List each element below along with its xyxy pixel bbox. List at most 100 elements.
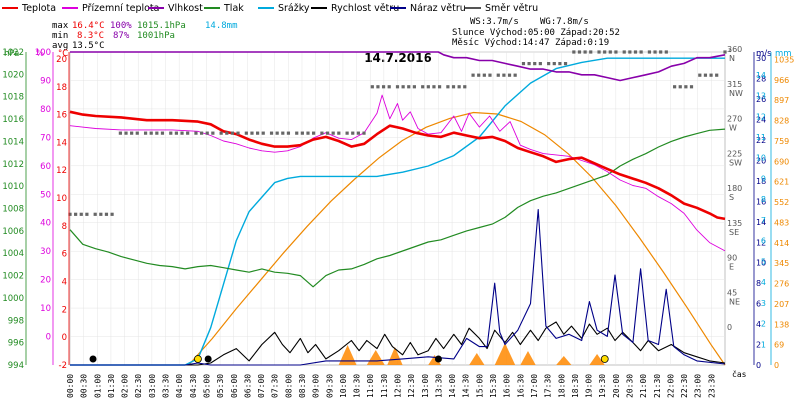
wind-dir-mark-7-3 — [261, 131, 265, 135]
legend-label-5: Rychlost větru — [331, 3, 399, 14]
wind-dir-mark-20-3 — [589, 50, 593, 54]
axis-pct-tick-4: 60 — [40, 162, 51, 172]
axis-hpa-tick-7: 1008 — [2, 205, 24, 215]
wind-dir-mark-21-3 — [614, 50, 618, 54]
time-tick-32: 16:00 — [503, 374, 512, 398]
legend: Teplota Přízemní teplota Vlhkost Tlak Srážky… — [2, 3, 538, 14]
chart-title: 14.7.2016 — [364, 51, 432, 65]
time-tick-39: 19:30 — [598, 374, 607, 398]
stats-sun: Slunce Východ:05:00 Západ:20:52 — [452, 28, 620, 38]
wind-dir-mark-22-3 — [639, 50, 643, 54]
axis-ms-tick-11: 8 — [756, 279, 761, 288]
time-tick-19: 09:30 — [325, 374, 334, 398]
axis-mm-tick-10: 4 — [761, 278, 766, 287]
solar-burst-8 — [589, 354, 605, 365]
wind-dir-mark-6-1 — [225, 131, 229, 135]
wind-dir-mark-5-1 — [199, 131, 204, 135]
wind-dir-mark-25-3 — [715, 73, 719, 77]
axis-mm-tick-11: 3 — [761, 299, 766, 308]
wind-dir-mark-5-3 — [211, 131, 215, 135]
axis-dir-label-6: E — [729, 263, 734, 272]
axis-ms-tick-10: 10 — [756, 259, 766, 268]
axis-pct-tick-0: 100 — [35, 48, 51, 58]
wind-dir-mark-24-0 — [673, 85, 677, 89]
axis-dir-tick-1: 315 — [727, 80, 742, 89]
wind-dir-mark-0-2 — [79, 212, 83, 216]
wind-dir-mark-23-3 — [664, 50, 668, 54]
time-tick-24: 12:00 — [394, 374, 403, 398]
series-wind-speed — [70, 321, 726, 366]
wind-dir-mark-9-0 — [295, 131, 299, 135]
wind-dir-mark-12-2 — [381, 85, 386, 89]
wind-dir-mark-22-2 — [633, 50, 638, 54]
axis-solar-tick-15: 0 — [774, 361, 779, 370]
axis-solar-tick-1: 966 — [774, 76, 789, 85]
axis-pct-tick-2: 80 — [40, 105, 51, 115]
axis-ms-unit: m/s — [756, 49, 772, 59]
wind-dir-mark-3-2 — [155, 131, 159, 135]
wind-dir-mark-0-1 — [74, 212, 78, 216]
axis-c-tick-1: 18 — [56, 83, 67, 93]
axis-solar-tick-11: 276 — [774, 280, 789, 289]
time-tick-15: 07:30 — [271, 374, 280, 398]
wind-dir-mark-22-0 — [622, 50, 626, 54]
axis-c-tick-2: 16 — [56, 111, 67, 121]
time-tick-5: 02:30 — [134, 374, 143, 398]
axis-mm-tick-13: 1 — [761, 340, 766, 349]
time-tick-44: 22:00 — [666, 374, 675, 398]
time-tick-45: 22:30 — [680, 374, 689, 398]
axis-dir-tick-5: 135 — [727, 219, 742, 228]
wind-dir-mark-20-2 — [583, 50, 587, 54]
time-tick-2: 01:00 — [93, 374, 102, 398]
time-tick-42: 21:00 — [639, 374, 648, 398]
axis-ms-tick-0: 30 — [756, 54, 766, 63]
axis-mm-tick-4: 10 — [756, 154, 766, 163]
wind-dir-mark-25-2 — [709, 73, 713, 77]
time-tick-0: 00:00 — [66, 374, 75, 398]
axis-dir-tick-6: 90 — [727, 254, 737, 263]
sun-mark-0 — [194, 355, 202, 363]
wind-dir-mark-2-3 — [135, 131, 139, 135]
axis-mm-tick-12: 2 — [761, 320, 766, 329]
legend-label-0: Teplota — [21, 3, 56, 14]
time-tick-29: 14:30 — [462, 374, 471, 398]
wind-dir-mark-24-2 — [684, 85, 688, 89]
wind-dir-mark-3-3 — [160, 131, 165, 135]
right-axes: ° m/s mm360N315NW270W225SW180S135SE90E45NE… — [727, 45, 794, 370]
axis-dir-label-2: W — [729, 124, 737, 133]
axis-solar-tick-0: 1035 — [774, 55, 794, 64]
wind-dir-mark-19-1 — [552, 61, 556, 66]
axis-solar-tick-14: 69 — [774, 341, 784, 350]
axis-c-tick-10: 0 — [62, 333, 67, 343]
axis-c-tick-7: 6 — [62, 250, 67, 260]
wind-dir-mark-16-2 — [482, 73, 486, 77]
wind-dir-mark-6-2 — [230, 131, 235, 135]
axis-c-tick-9: 2 — [62, 305, 67, 315]
axis-hpa-tick-12: 998 — [8, 316, 24, 326]
wind-dir-mark-4-0 — [169, 131, 173, 135]
legend-label-2: Vlhkost — [168, 3, 203, 14]
axis-solar-tick-4: 759 — [774, 137, 789, 146]
axis-hpa-tick-8: 1006 — [2, 227, 24, 237]
solar-burst-6 — [520, 351, 536, 365]
wind-dir-mark-8-0 — [269, 131, 274, 135]
axis-dir-tick-7: 45 — [727, 288, 737, 297]
wind-dir-mark-9-1 — [300, 131, 304, 135]
wind-dir-mark-13-1 — [401, 85, 405, 89]
axis-dir-tick-0: 360 — [727, 45, 742, 54]
wind-dir-mark-2-0 — [118, 131, 122, 135]
event-marks — [89, 355, 609, 363]
axis-c-tick-11: -2 — [59, 361, 67, 371]
axis-hpa-tick-11: 1000 — [2, 294, 24, 304]
axis-hpa-tick-10: 1002 — [2, 272, 24, 282]
solar-burst-7 — [556, 356, 572, 365]
stats-moon: Měsíc Východ:14:47 Západ:0:19 — [452, 38, 609, 48]
axis-hpa-tick-0: 1022 — [2, 48, 24, 58]
solar-area — [188, 111, 726, 366]
wind-dir-mark-24-1 — [678, 85, 682, 89]
wind-dir-mark-16-1 — [477, 73, 481, 77]
axis-ms-tick-6: 18 — [756, 177, 766, 186]
sun-mark-1 — [600, 355, 609, 363]
time-tick-35: 17:30 — [544, 374, 553, 398]
